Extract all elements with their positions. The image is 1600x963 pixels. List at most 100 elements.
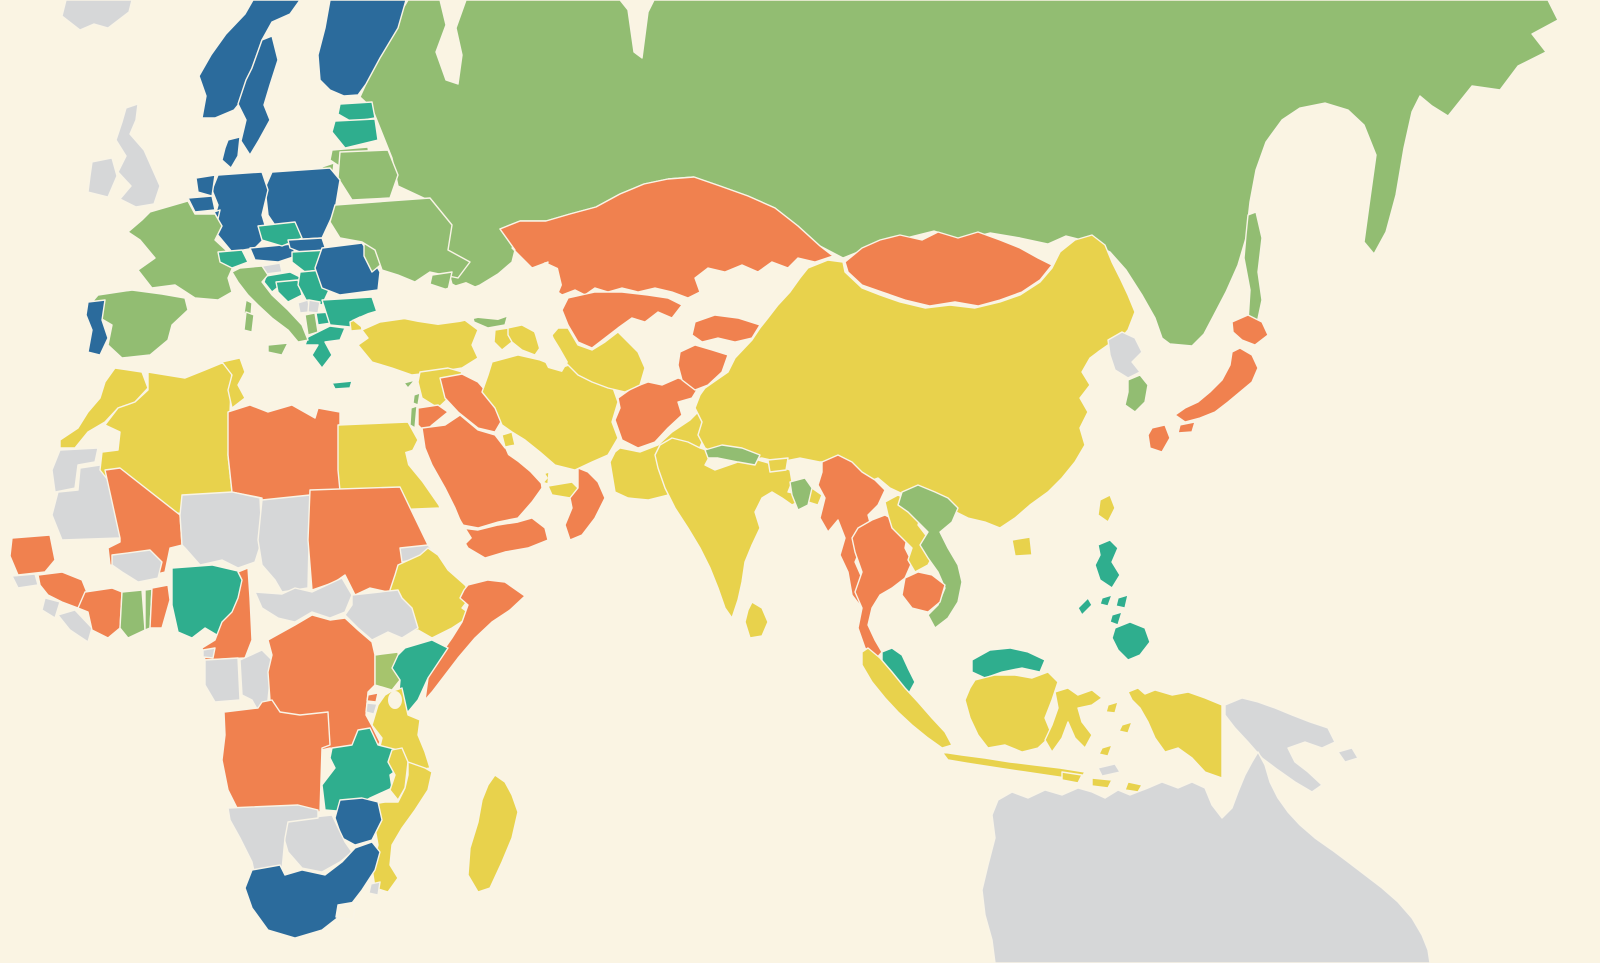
country-uzbekistan[interactable]	[561, 291, 683, 349]
country-philippines-visayas-1[interactable]	[1115, 594, 1129, 609]
country-latvia[interactable]	[331, 118, 379, 149]
country-lebanon[interactable]	[412, 392, 421, 406]
country-bhutan[interactable]	[767, 457, 789, 473]
country-ukraine[interactable]	[329, 197, 471, 283]
country-kyrgyzstan[interactable]	[691, 314, 761, 343]
country-tajikistan[interactable]	[677, 344, 729, 391]
country-france[interactable]	[127, 200, 236, 301]
country-cameroon[interactable]	[201, 567, 253, 661]
country-morocco[interactable]	[59, 367, 149, 449]
country-malaysia-borneo[interactable]	[971, 647, 1046, 679]
country-belgium[interactable]	[187, 195, 216, 213]
country-belarus[interactable]	[337, 149, 399, 201]
country-tunisia[interactable]	[221, 357, 246, 409]
country-benin[interactable]	[149, 584, 171, 629]
country-japan-honshu[interactable]	[1174, 347, 1259, 423]
country-indonesia-sumatra[interactable]	[861, 647, 953, 749]
country-greece[interactable]	[304, 325, 346, 369]
country-philippines-mindoro[interactable]	[1099, 594, 1113, 607]
country-equatorial-guinea[interactable]	[202, 647, 216, 659]
country-east-timor[interactable]	[1097, 763, 1121, 777]
country-greece-crete[interactable]	[331, 380, 353, 390]
country-sierra-leone[interactable]	[41, 597, 61, 619]
country-south-korea[interactable]	[1124, 374, 1149, 413]
country-saudi-arabia[interactable]	[421, 414, 543, 529]
country-italy-sardinia[interactable]	[243, 311, 255, 333]
country-somalia[interactable]	[424, 579, 526, 701]
country-south-sudan[interactable]	[344, 589, 419, 641]
country-united-kingdom[interactable]	[115, 103, 161, 208]
country-italy[interactable]	[231, 265, 309, 343]
country-kuwait[interactable]	[501, 431, 516, 448]
country-cote-divoire[interactable]	[77, 587, 123, 639]
country-eswatini[interactable]	[368, 881, 381, 896]
country-india[interactable]	[654, 437, 823, 619]
country-china[interactable]	[694, 234, 1136, 529]
country-niger[interactable]	[179, 491, 263, 569]
country-japan-kyushu[interactable]	[1147, 424, 1171, 453]
country-guinea-bissau[interactable]	[11, 573, 39, 589]
country-oman[interactable]	[564, 467, 606, 541]
country-western-sahara[interactable]	[51, 447, 99, 493]
country-finland[interactable]	[317, 0, 407, 97]
country-sri-lanka[interactable]	[744, 601, 769, 639]
country-vietnam[interactable]	[897, 484, 963, 629]
country-lesotho[interactable]	[335, 901, 357, 921]
country-japan-hokkaido[interactable]	[1231, 314, 1269, 346]
country-botswana[interactable]	[282, 814, 353, 873]
country-uganda[interactable]	[374, 651, 401, 691]
country-angola[interactable]	[221, 699, 331, 813]
country-japan-shikoku[interactable]	[1177, 421, 1196, 434]
country-indonesia-java[interactable]	[941, 751, 1086, 781]
country-rwanda[interactable]	[366, 692, 379, 703]
country-cyprus[interactable]	[403, 379, 416, 389]
country-indonesia-sunda-1[interactable]	[1061, 771, 1083, 784]
country-malawi[interactable]	[387, 747, 409, 801]
country-central-african-republic[interactable]	[254, 577, 353, 623]
country-indonesia-sunda-2[interactable]	[1091, 777, 1113, 789]
country-philippines-luzon[interactable]	[1094, 539, 1121, 589]
country-mongolia[interactable]	[844, 231, 1053, 307]
country-indonesia-maluku-1[interactable]	[1105, 701, 1119, 714]
country-burundi[interactable]	[365, 702, 378, 715]
country-russia[interactable]	[359, 0, 1559, 347]
country-madagascar[interactable]	[467, 774, 519, 893]
country-portugal[interactable]	[85, 299, 109, 356]
country-norway[interactable]	[198, 0, 301, 119]
country-australia[interactable]	[981, 751, 1431, 963]
country-nepal[interactable]	[704, 444, 761, 466]
country-indonesia-kalimantan[interactable]	[964, 671, 1059, 753]
country-ireland[interactable]	[87, 157, 118, 198]
country-philippines-palawan[interactable]	[1077, 597, 1093, 616]
country-liberia[interactable]	[57, 609, 93, 643]
country-taiwan[interactable]	[1097, 494, 1116, 523]
country-cambodia[interactable]	[901, 571, 946, 613]
country-jordan[interactable]	[417, 404, 449, 433]
country-italy-sicily[interactable]	[267, 342, 289, 356]
country-iraq[interactable]	[439, 373, 503, 433]
country-sweden[interactable]	[237, 35, 279, 156]
country-burkina-faso[interactable]	[111, 549, 163, 583]
country-indonesia-sulawesi[interactable]	[1044, 687, 1103, 753]
country-israel[interactable]	[409, 405, 418, 429]
country-papua-new-guinea[interactable]	[1224, 697, 1336, 793]
country-senegal[interactable]	[9, 534, 56, 576]
country-north-korea[interactable]	[1107, 331, 1143, 379]
country-bangladesh[interactable]	[789, 477, 813, 511]
country-azerbaijan[interactable]	[507, 324, 543, 356]
country-iceland[interactable]	[61, 0, 133, 31]
country-kosovo[interactable]	[307, 299, 321, 314]
country-indonesia-maluku-2[interactable]	[1118, 721, 1133, 734]
country-china-hainan[interactable]	[1011, 536, 1033, 557]
country-zambia[interactable]	[321, 727, 401, 813]
country-yemen[interactable]	[461, 517, 549, 559]
country-afghanistan[interactable]	[614, 377, 701, 449]
country-philippines-visayas-2[interactable]	[1109, 611, 1123, 626]
country-indonesia-papua[interactable]	[1127, 687, 1223, 779]
country-germany[interactable]	[211, 171, 269, 253]
country-gabon[interactable]	[204, 657, 241, 703]
country-indonesia-maluku-3[interactable]	[1098, 744, 1113, 757]
country-bosnia[interactable]	[275, 279, 303, 303]
country-philippines-mindanao[interactable]	[1111, 621, 1151, 661]
country-netherlands[interactable]	[195, 174, 216, 197]
